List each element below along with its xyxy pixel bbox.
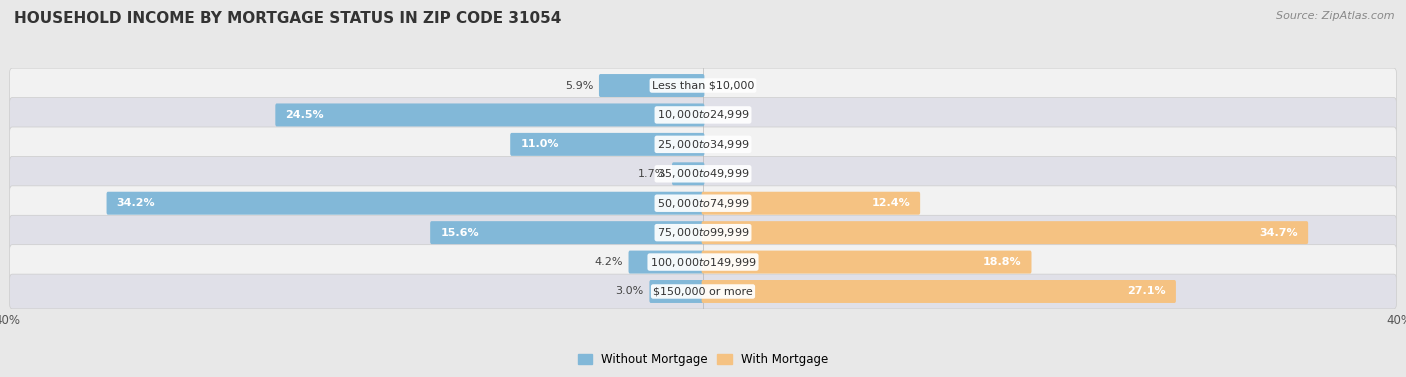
Text: 34.7%: 34.7%: [1260, 228, 1298, 238]
FancyBboxPatch shape: [650, 280, 704, 303]
Text: $100,000 to $149,999: $100,000 to $149,999: [650, 256, 756, 268]
Text: 18.8%: 18.8%: [983, 257, 1021, 267]
FancyBboxPatch shape: [702, 280, 1175, 303]
FancyBboxPatch shape: [10, 245, 1396, 279]
Text: $150,000 or more: $150,000 or more: [654, 287, 752, 296]
Text: 5.9%: 5.9%: [565, 81, 593, 90]
FancyBboxPatch shape: [10, 274, 1396, 309]
FancyBboxPatch shape: [10, 68, 1396, 103]
FancyBboxPatch shape: [628, 251, 704, 274]
Text: 34.2%: 34.2%: [117, 198, 155, 208]
Text: $35,000 to $49,999: $35,000 to $49,999: [657, 167, 749, 180]
FancyBboxPatch shape: [599, 74, 704, 97]
FancyBboxPatch shape: [107, 192, 704, 215]
Text: $10,000 to $24,999: $10,000 to $24,999: [657, 109, 749, 121]
Legend: Without Mortgage, With Mortgage: Without Mortgage, With Mortgage: [574, 348, 832, 371]
FancyBboxPatch shape: [10, 98, 1396, 132]
Text: Source: ZipAtlas.com: Source: ZipAtlas.com: [1277, 11, 1395, 21]
Text: 27.1%: 27.1%: [1128, 287, 1166, 296]
FancyBboxPatch shape: [702, 251, 1032, 274]
FancyBboxPatch shape: [10, 127, 1396, 162]
FancyBboxPatch shape: [702, 192, 920, 215]
Text: $50,000 to $74,999: $50,000 to $74,999: [657, 197, 749, 210]
FancyBboxPatch shape: [10, 156, 1396, 191]
Text: HOUSEHOLD INCOME BY MORTGAGE STATUS IN ZIP CODE 31054: HOUSEHOLD INCOME BY MORTGAGE STATUS IN Z…: [14, 11, 561, 26]
Text: 24.5%: 24.5%: [285, 110, 323, 120]
Text: $75,000 to $99,999: $75,000 to $99,999: [657, 226, 749, 239]
Text: $25,000 to $34,999: $25,000 to $34,999: [657, 138, 749, 151]
FancyBboxPatch shape: [672, 162, 704, 185]
Text: 12.4%: 12.4%: [872, 198, 910, 208]
Text: 4.2%: 4.2%: [595, 257, 623, 267]
Text: 3.0%: 3.0%: [616, 287, 644, 296]
Text: 1.7%: 1.7%: [638, 169, 666, 179]
FancyBboxPatch shape: [10, 186, 1396, 221]
Text: Less than $10,000: Less than $10,000: [652, 81, 754, 90]
FancyBboxPatch shape: [430, 221, 704, 244]
Text: 15.6%: 15.6%: [440, 228, 479, 238]
FancyBboxPatch shape: [702, 221, 1308, 244]
FancyBboxPatch shape: [276, 103, 704, 126]
Text: 11.0%: 11.0%: [520, 139, 558, 149]
FancyBboxPatch shape: [10, 215, 1396, 250]
FancyBboxPatch shape: [510, 133, 704, 156]
